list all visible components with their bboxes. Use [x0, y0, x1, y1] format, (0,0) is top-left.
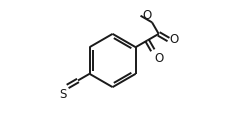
Text: S: S [59, 88, 66, 101]
Text: O: O [142, 9, 151, 22]
Text: O: O [153, 52, 163, 64]
Text: O: O [169, 33, 178, 46]
